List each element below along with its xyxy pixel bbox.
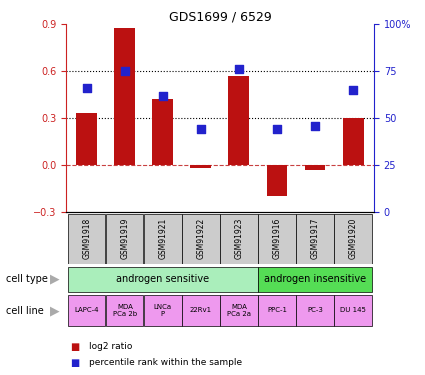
- Text: GSM91923: GSM91923: [235, 218, 244, 259]
- Text: PPC-1: PPC-1: [267, 308, 287, 314]
- Text: DU 145: DU 145: [340, 308, 366, 314]
- Bar: [296, 295, 334, 326]
- Text: GSM91919: GSM91919: [120, 218, 129, 259]
- Bar: [258, 267, 372, 292]
- Text: GSM91916: GSM91916: [272, 218, 281, 259]
- Point: [312, 123, 318, 129]
- Text: androgen sensitive: androgen sensitive: [116, 274, 210, 284]
- Point: [122, 68, 128, 74]
- Bar: [182, 295, 220, 326]
- Text: GSM91921: GSM91921: [159, 218, 167, 259]
- Text: ■: ■: [70, 358, 79, 368]
- Point: [350, 87, 357, 93]
- Text: cell line: cell line: [6, 306, 44, 315]
- Text: ■: ■: [70, 342, 79, 352]
- Bar: [106, 295, 144, 326]
- Bar: [144, 295, 181, 326]
- Text: GSM91922: GSM91922: [196, 218, 205, 259]
- Bar: [296, 214, 334, 264]
- Text: MDA
PCa 2b: MDA PCa 2b: [113, 304, 137, 317]
- Text: GSM91918: GSM91918: [82, 218, 91, 259]
- Bar: [305, 165, 326, 170]
- Point: [159, 93, 166, 99]
- Point: [198, 126, 204, 132]
- Text: LNCa
P: LNCa P: [154, 304, 172, 317]
- Bar: [144, 214, 181, 264]
- Bar: [220, 214, 258, 264]
- Bar: [182, 214, 220, 264]
- Bar: [343, 118, 363, 165]
- Title: GDS1699 / 6529: GDS1699 / 6529: [169, 10, 271, 23]
- Bar: [106, 214, 144, 264]
- Bar: [334, 295, 372, 326]
- Text: ▶: ▶: [51, 304, 60, 317]
- Text: GSM91917: GSM91917: [311, 218, 320, 259]
- Text: ▶: ▶: [51, 273, 60, 286]
- Bar: [258, 295, 296, 326]
- Point: [83, 85, 90, 91]
- Bar: [76, 113, 97, 165]
- Bar: [220, 295, 258, 326]
- Bar: [68, 214, 105, 264]
- Point: [235, 66, 242, 72]
- Text: cell type: cell type: [6, 274, 48, 284]
- Bar: [114, 27, 135, 165]
- Bar: [229, 76, 249, 165]
- Text: log2 ratio: log2 ratio: [89, 342, 133, 351]
- Text: 22Rv1: 22Rv1: [190, 308, 212, 314]
- Text: percentile rank within the sample: percentile rank within the sample: [89, 358, 242, 367]
- Bar: [68, 267, 258, 292]
- Text: GSM91920: GSM91920: [348, 218, 357, 259]
- Bar: [266, 165, 287, 196]
- Bar: [68, 295, 105, 326]
- Bar: [258, 214, 296, 264]
- Point: [274, 126, 280, 132]
- Bar: [153, 99, 173, 165]
- Text: androgen insensitive: androgen insensitive: [264, 274, 366, 284]
- Bar: [334, 214, 372, 264]
- Text: MDA
PCa 2a: MDA PCa 2a: [227, 304, 251, 317]
- Bar: [190, 165, 211, 168]
- Text: PC-3: PC-3: [307, 308, 323, 314]
- Text: LAPC-4: LAPC-4: [74, 308, 99, 314]
